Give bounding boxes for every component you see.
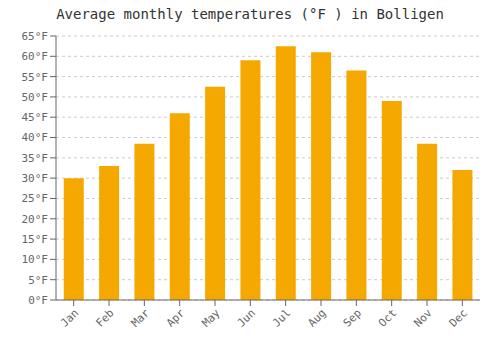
svg-text:10°F: 10°F: [22, 253, 49, 266]
svg-text:55°F: 55°F: [22, 71, 49, 84]
svg-text:15°F: 15°F: [22, 233, 49, 246]
svg-text:35°F: 35°F: [22, 152, 49, 165]
svg-text:Apr: Apr: [164, 306, 188, 330]
svg-text:60°F: 60°F: [22, 50, 49, 63]
svg-text:50°F: 50°F: [22, 91, 49, 104]
svg-text:45°F: 45°F: [22, 111, 49, 124]
svg-text:Mar: Mar: [129, 306, 153, 330]
svg-text:Sep: Sep: [341, 306, 364, 329]
svg-text:5°F: 5°F: [28, 274, 48, 287]
svg-text:Jul: Jul: [270, 306, 293, 329]
html-text:Average monthly temperatures (: Average monthly temperatures (°F ) in Bo…: [56, 6, 444, 22]
svg-text:25°F: 25°F: [22, 192, 49, 205]
svg-text:20°F: 20°F: [22, 213, 49, 226]
svg-text:65°F: 65°F: [22, 30, 49, 43]
svg-text:Aug: Aug: [305, 306, 328, 329]
svg-text:Jan: Jan: [58, 306, 81, 329]
svg-text:May: May: [199, 306, 223, 330]
svg-text:Feb: Feb: [93, 306, 116, 329]
svg-text:30°F: 30°F: [22, 172, 49, 185]
svg-text:Nov: Nov: [411, 306, 435, 330]
svg-text:0°F: 0°F: [28, 294, 48, 307]
svg-text:Dec: Dec: [447, 306, 470, 329]
svg-text:40°F: 40°F: [22, 131, 49, 144]
svg-text:Oct: Oct: [376, 306, 399, 329]
svg-text:Jun: Jun: [235, 306, 258, 329]
